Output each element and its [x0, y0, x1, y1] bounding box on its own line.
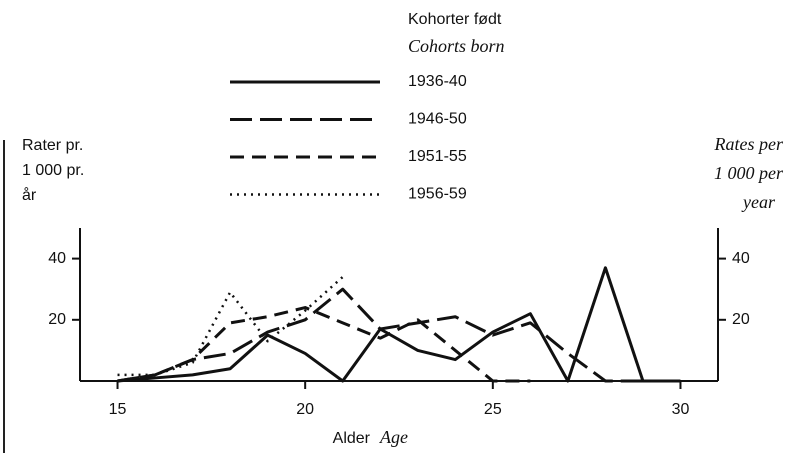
y-tick-label: 20	[48, 311, 66, 328]
x-label-en: Age	[379, 427, 408, 447]
x-tick-label: 25	[484, 401, 502, 418]
legend-title-en: Cohorts born	[408, 36, 505, 56]
y-label: år	[22, 186, 37, 204]
legend-label: 1946-50	[408, 111, 467, 128]
y2-label: 1 000 per	[714, 163, 784, 183]
y2-tick-label: 40	[732, 250, 750, 267]
y-tick-label: 40	[48, 250, 66, 267]
legend-label: 1951-55	[408, 148, 467, 165]
x-tick-label: 30	[672, 401, 690, 418]
series-line	[117, 287, 681, 383]
x-tick-label: 20	[296, 401, 314, 418]
legend-label: 1936-40	[408, 73, 467, 90]
legend-title: Kohorter født	[408, 11, 502, 28]
y-label: 1 000 pr.	[22, 162, 84, 179]
series-line	[117, 276, 344, 377]
y2-tick-label: 20	[732, 311, 750, 328]
legend-label: 1956-59	[408, 186, 467, 203]
x-tick-label: 15	[109, 401, 127, 418]
series-line	[117, 266, 681, 383]
y-label: Rater pr.	[22, 137, 83, 154]
series-line	[117, 306, 531, 383]
x-label: Alder	[333, 430, 371, 447]
y2-label: year	[741, 192, 776, 212]
y2-label: Rates per	[714, 134, 784, 154]
